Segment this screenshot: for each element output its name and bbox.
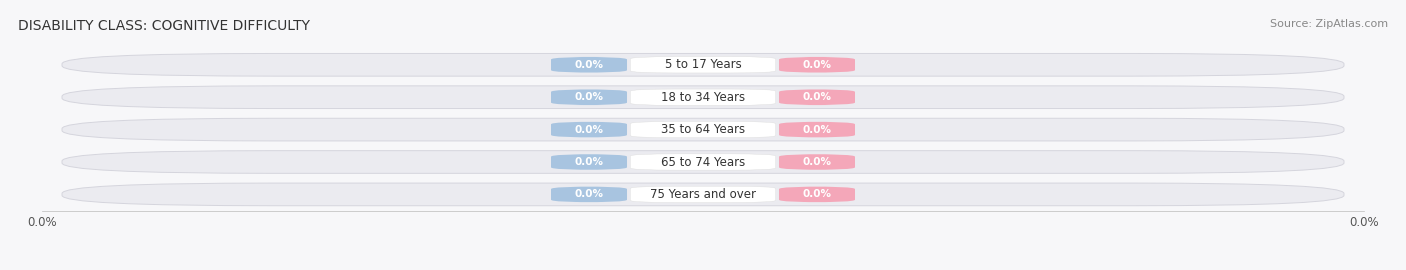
Text: 0.0%: 0.0%	[575, 157, 603, 167]
Text: 0.0%: 0.0%	[575, 92, 603, 102]
Text: 35 to 64 Years: 35 to 64 Years	[661, 123, 745, 136]
FancyBboxPatch shape	[630, 57, 776, 73]
Text: 65 to 74 Years: 65 to 74 Years	[661, 156, 745, 168]
FancyBboxPatch shape	[630, 89, 776, 105]
FancyBboxPatch shape	[779, 187, 855, 202]
Text: 0.0%: 0.0%	[803, 157, 831, 167]
Text: 0.0%: 0.0%	[803, 124, 831, 135]
Text: 0.0%: 0.0%	[575, 189, 603, 200]
FancyBboxPatch shape	[62, 183, 1344, 206]
FancyBboxPatch shape	[779, 57, 855, 73]
FancyBboxPatch shape	[551, 89, 627, 105]
FancyBboxPatch shape	[779, 122, 855, 137]
Text: Source: ZipAtlas.com: Source: ZipAtlas.com	[1270, 19, 1388, 29]
Text: 0.0%: 0.0%	[803, 92, 831, 102]
FancyBboxPatch shape	[779, 154, 855, 170]
FancyBboxPatch shape	[62, 53, 1344, 76]
FancyBboxPatch shape	[62, 151, 1344, 173]
FancyBboxPatch shape	[551, 154, 627, 170]
Text: 0.0%: 0.0%	[575, 124, 603, 135]
FancyBboxPatch shape	[630, 186, 776, 202]
Text: 0.0%: 0.0%	[803, 189, 831, 200]
FancyBboxPatch shape	[630, 154, 776, 170]
FancyBboxPatch shape	[630, 122, 776, 138]
Text: 0.0%: 0.0%	[575, 60, 603, 70]
FancyBboxPatch shape	[779, 89, 855, 105]
FancyBboxPatch shape	[551, 187, 627, 202]
Text: DISABILITY CLASS: COGNITIVE DIFFICULTY: DISABILITY CLASS: COGNITIVE DIFFICULTY	[18, 19, 311, 33]
FancyBboxPatch shape	[551, 122, 627, 137]
FancyBboxPatch shape	[62, 86, 1344, 109]
Text: 18 to 34 Years: 18 to 34 Years	[661, 91, 745, 104]
FancyBboxPatch shape	[551, 57, 627, 73]
Text: 75 Years and over: 75 Years and over	[650, 188, 756, 201]
Text: 0.0%: 0.0%	[803, 60, 831, 70]
Text: 5 to 17 Years: 5 to 17 Years	[665, 58, 741, 71]
FancyBboxPatch shape	[62, 118, 1344, 141]
